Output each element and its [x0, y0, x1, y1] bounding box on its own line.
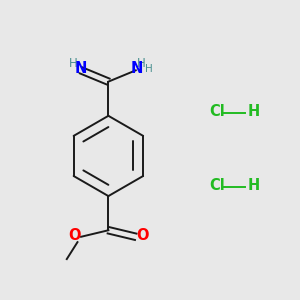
Text: H: H [248, 104, 260, 119]
Text: N: N [75, 61, 87, 76]
Text: O: O [136, 228, 148, 243]
Text: N: N [130, 61, 142, 76]
Text: Cl: Cl [209, 104, 225, 119]
Text: H: H [248, 178, 260, 193]
Text: H: H [145, 64, 153, 74]
Text: O: O [68, 228, 81, 243]
Text: H: H [137, 57, 146, 70]
Text: Cl: Cl [209, 178, 225, 193]
Text: H: H [69, 57, 78, 70]
